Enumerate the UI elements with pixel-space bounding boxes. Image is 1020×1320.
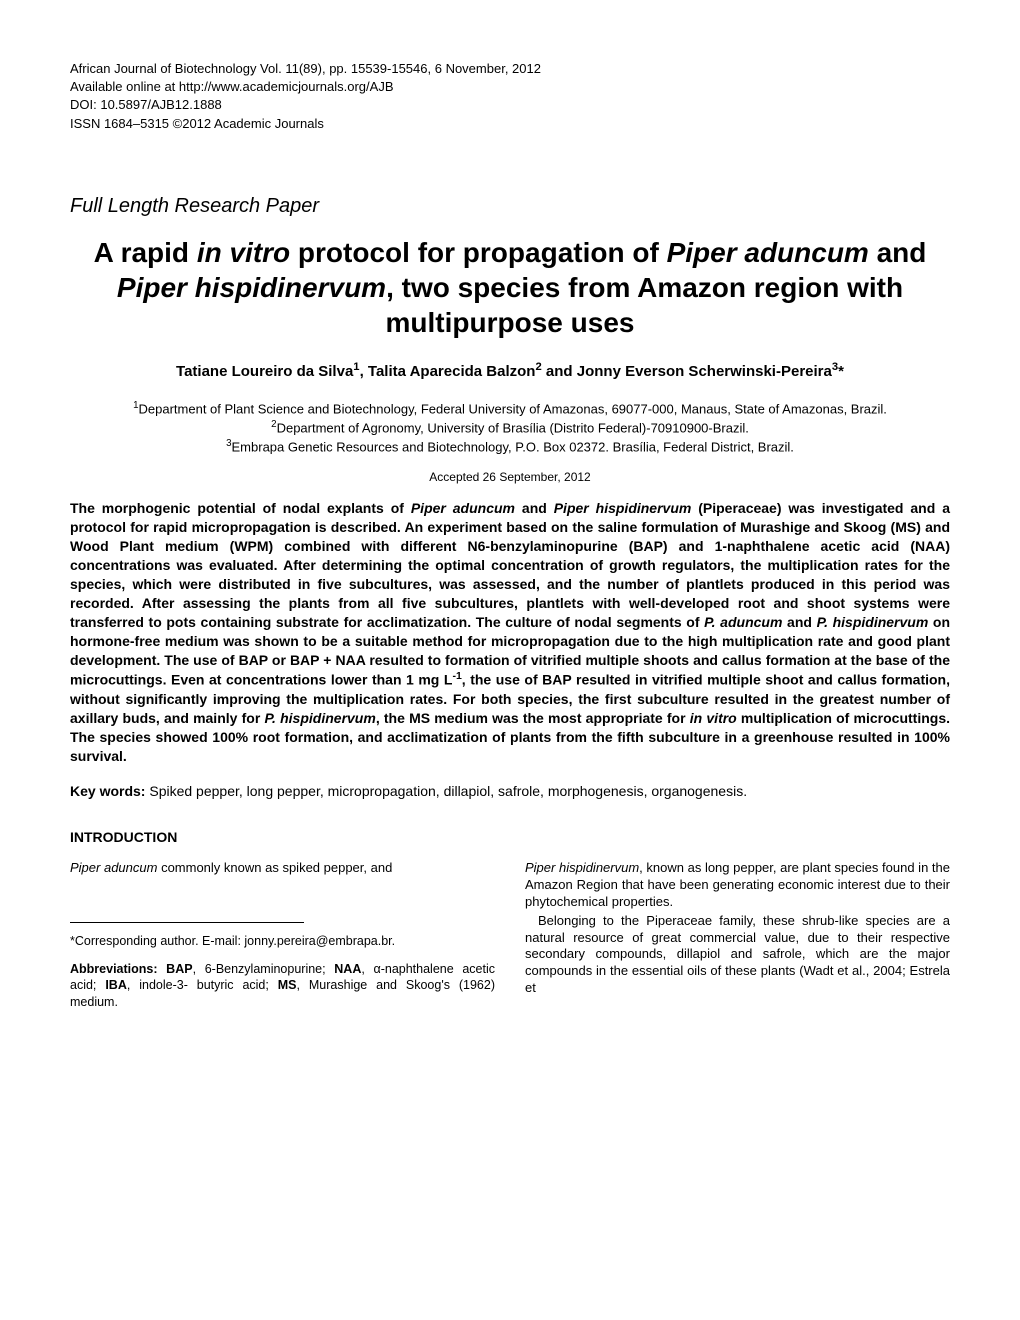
abbreviations: Abbreviations: BAP, 6-Benzylaminopurine;… <box>70 961 495 1010</box>
abstract: The morphogenic potential of nodal expla… <box>70 499 950 765</box>
body-columns: Piper aduncum commonly known as spiked p… <box>70 860 950 1022</box>
keywords-label: Key words: <box>70 783 145 799</box>
journal-header: African Journal of Biotechnology Vol. 11… <box>70 60 950 133</box>
paper-title: A rapid in vitro protocol for propagatio… <box>70 235 950 340</box>
footnote-divider <box>70 922 304 923</box>
introduction-heading: INTRODUCTION <box>70 828 950 846</box>
journal-doi: DOI: 10.5897/AJB12.1888 <box>70 96 950 114</box>
authors: Tatiane Loureiro da Silva1, Talita Apare… <box>70 360 950 382</box>
keywords-text: Spiked pepper, long pepper, micropropaga… <box>145 783 747 799</box>
intro-para-right-1: Piper hispidinervum, known as long peppe… <box>525 860 950 911</box>
journal-issn: ISSN 1684–5315 ©2012 Academic Journals <box>70 115 950 133</box>
intro-para-right-2: Belonging to the Piperaceae family, thes… <box>525 913 950 997</box>
keywords: Key words: Spiked pepper, long pepper, m… <box>70 782 950 800</box>
right-column: Piper hispidinervum, known as long peppe… <box>525 860 950 1022</box>
corresponding-author: *Corresponding author. E-mail: jonny.per… <box>70 933 495 949</box>
journal-url: Available online at http://www.academicj… <box>70 78 950 96</box>
accepted-date: Accepted 26 September, 2012 <box>70 470 950 486</box>
intro-para-left: Piper aduncum commonly known as spiked p… <box>70 860 495 877</box>
affiliations: 1Department of Plant Science and Biotech… <box>70 399 950 456</box>
journal-citation: African Journal of Biotechnology Vol. 11… <box>70 60 950 78</box>
left-column: Piper aduncum commonly known as spiked p… <box>70 860 495 1022</box>
paper-type: Full Length Research Paper <box>70 193 950 219</box>
